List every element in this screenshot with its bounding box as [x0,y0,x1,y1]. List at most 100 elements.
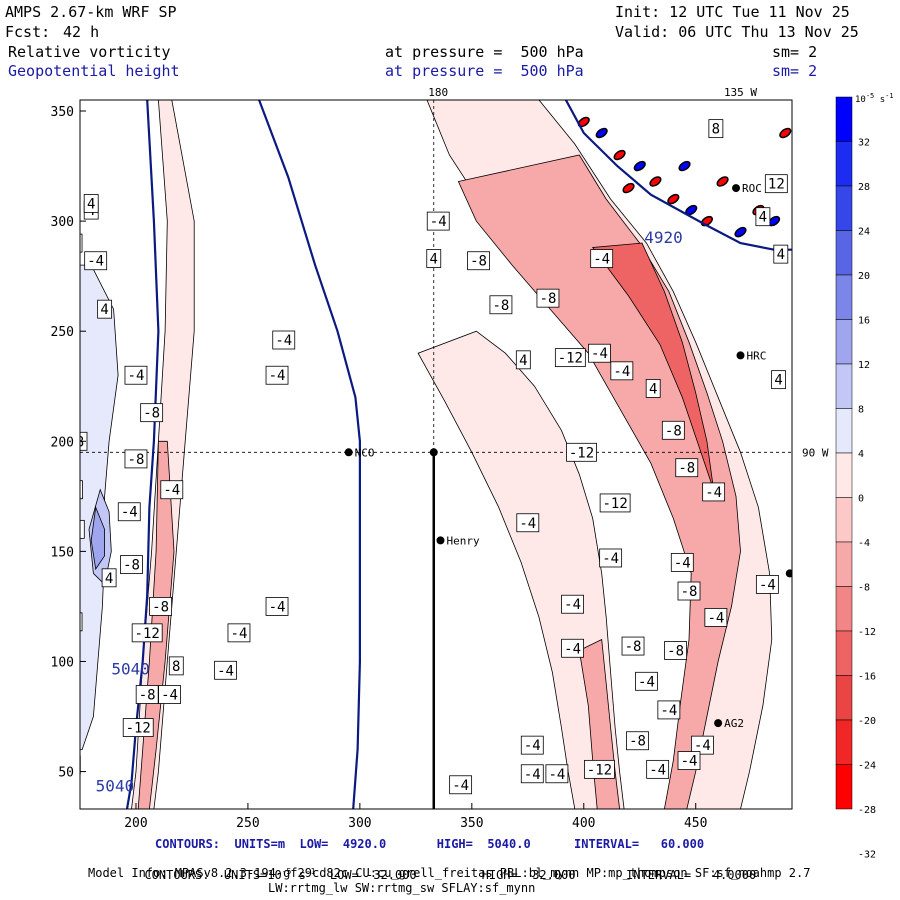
colorbar-swatch-9 [835,497,853,543]
vort-label-67: 12 [768,177,785,193]
vort-label-box-3 [57,278,71,296]
vort-units-exp2: -1 [305,867,316,876]
vort-units-b: s [291,868,306,882]
vort-units-c: LOW= -32.000 HIGH= 32.000 INTERVAL= 4.00… [315,868,757,882]
footer-height-contours: CONTOURS: UNITS=m LOW= 4920.0 HIGH= 5040… [155,837,705,851]
vort-label-35: 4 [519,353,527,369]
vort-label-6: -8 [143,406,160,422]
vort-label-box-12 [80,519,85,539]
vort-label-12: 12 [65,522,82,538]
top-label-0: 180 [428,86,448,99]
vort-band-9 [90,505,105,571]
colorbar-swatch-4 [835,274,853,320]
height-contour-5040 [125,100,160,809]
vort-label-box-56 [657,700,681,720]
colorbar-tick-11: -12 [858,627,876,638]
vort-label-box-13 [120,555,143,574]
vort-label-22: 8 [172,659,180,675]
vort-label-5: -4 [128,368,145,384]
colorbar-tick-5: 12 [858,360,870,371]
station-label-roc: ROC [742,182,762,195]
vort-label-box-25 [122,718,154,737]
vort-label-box-62 [584,759,615,779]
vort-label-box-19 [265,597,289,616]
vort-label-28: -4 [269,368,286,384]
vort-label-box-37 [588,343,611,363]
vort-label-49: -8 [681,584,698,600]
vort-label-box-38 [610,361,634,381]
vort-label-box-52 [561,638,584,658]
y-tick-label-350: 350 [51,105,74,120]
vort-label-box-43 [702,482,726,502]
colorbar-tick-0: 32 [858,138,870,149]
vort-label-box-71 [771,370,786,390]
height-label-2: 5040 [96,776,135,795]
colorbar-swatch-1 [835,141,853,187]
station-label-henry: Henry [446,534,479,547]
vort-label-66: 8 [712,122,720,138]
vort-cell-5 [667,193,680,205]
vort-label-54: -8 [667,643,684,659]
vort-label-37: -4 [591,346,608,362]
vort-label-42: -8 [678,461,695,477]
vort-cell-8 [734,226,747,238]
vort-label-box-41 [566,442,597,462]
vort-label-box-42 [675,458,699,478]
field1-name: Relative vorticity [8,43,171,61]
vort-label-24: -8 [139,688,156,704]
vort-label-59: -4 [524,738,541,754]
x-tick-label-300: 300 [348,816,371,831]
vort-label-9: -4 [163,483,180,499]
vort-cell-3 [633,160,646,172]
vort-label-8: -8 [128,452,145,468]
station-marker-5 [714,719,723,728]
vort-label-2: -4 [87,254,104,270]
vort-label-box-20 [214,660,237,680]
vort-label-box-53 [621,636,645,656]
vort-label-20: -4 [217,663,234,679]
x-tick-label-400: 400 [572,816,595,831]
vort-label-box-55 [635,671,658,691]
vort-label-box-2 [84,251,108,271]
vort-label-68: 4 [759,210,767,226]
y-tick-label-300: 300 [51,215,74,230]
vort-label-65: -4 [452,778,469,794]
vort-label-box-28 [265,365,289,385]
vort-label-box-17 [80,612,83,632]
vort-cell-14 [779,127,792,139]
vort-label-40: -8 [665,423,682,439]
vort-label-70: -4 [593,252,610,268]
colorbar-swatch-14 [835,719,853,765]
vort-label-box-33 [489,295,513,315]
footer-model-info: Model Info: MPASv8.2.3-194-gf29cd82c CU:… [88,866,811,880]
vort-label-box-70 [590,249,614,268]
station-label-nco: NCO [355,446,375,459]
colorbar-swatch-7 [835,408,853,454]
vort-label-1: -4 [63,236,80,252]
vort-cell-11 [622,182,635,194]
model-title: AMPS 2.67-km WRF SP [5,3,177,21]
height-contour-4980 [258,100,361,809]
vort-label-box-35 [515,350,531,370]
colorbar-unit: 10-5 s-1 [855,92,894,105]
vort-cell-2 [613,149,626,161]
y-tick-label-100: 100 [51,655,74,670]
vort-label-box-14 [101,568,117,588]
vort-label-box-59 [520,735,544,755]
vort-label-box-27 [272,330,296,350]
vort-label-53: -8 [625,639,642,655]
colorbar-swatch-6 [835,363,853,409]
vort-label-box-50 [561,594,584,614]
vort-label-box-32 [467,251,490,271]
vort-label-box-22 [168,656,184,676]
footer-vort-contours: CONTOURS: UNITS=10-5 s-1 LOW= -32.000 HI… [130,852,756,882]
vort-band-4 [591,242,714,490]
field2-level: at pressure = 500 hPa [385,62,584,80]
vort-label-50: -4 [564,597,581,613]
colorbar-swatch-11 [835,586,853,632]
vort-label-58: -4 [694,738,711,754]
y-tick-label-50: 50 [58,766,74,781]
vort-label-box-49 [677,581,701,601]
vort-label-47: -4 [674,555,691,571]
colorbar-swatch-8 [835,452,853,498]
